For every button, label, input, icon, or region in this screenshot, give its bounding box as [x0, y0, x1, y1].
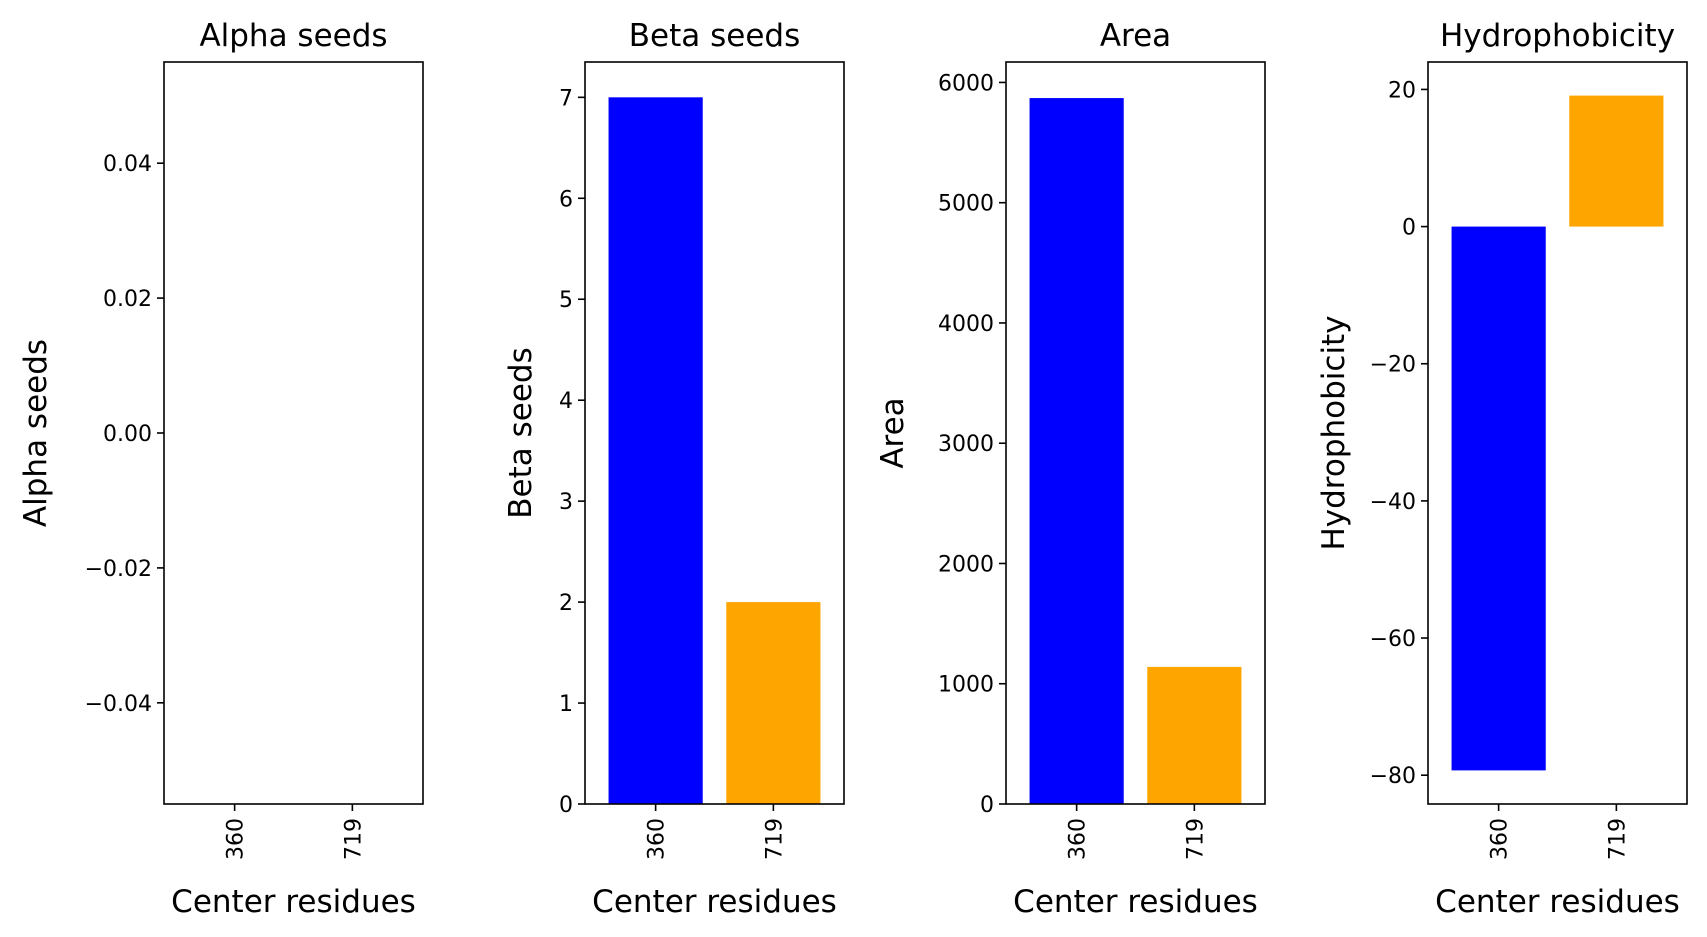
y-tick-label: 2 [559, 591, 573, 616]
x-tick-label: 360 [224, 818, 249, 860]
axes-frame [1005, 61, 1266, 805]
y-tick-label: 2000 [938, 552, 994, 577]
y-tick-label: −40 [1370, 490, 1416, 515]
bar-360 [608, 97, 703, 804]
y-tick-label: 3 [559, 490, 573, 515]
y-axis-label: Beta seeds [503, 347, 539, 518]
y-tick-label: 0 [980, 793, 994, 818]
y-tick-label: −0.02 [85, 557, 152, 582]
x-tick-label: 719 [762, 818, 787, 860]
bar-719 [1569, 95, 1664, 227]
y-tick-label: 4 [559, 389, 573, 414]
bar-719 [726, 602, 821, 804]
axes-frame [163, 61, 424, 805]
axes-frame [584, 61, 845, 805]
subplot-title: Area [1100, 18, 1171, 54]
axes-frame [1427, 61, 1688, 805]
bar-719 [1147, 666, 1242, 804]
y-tick-label: 0 [559, 793, 573, 818]
y-tick-label: 4000 [938, 312, 994, 337]
y-tick-label: 5000 [938, 192, 994, 217]
x-axis-label: Center residues [592, 884, 837, 920]
y-tick-label: 3000 [938, 432, 994, 457]
subplot-4: −80 −60 −40 −20 0 20 360 719 Hydrophobicity Cente… [1316, 18, 1688, 920]
y-tick-label: −0.04 [85, 692, 152, 717]
x-tick-label: 719 [341, 818, 366, 860]
subplot-1: −0.04 −0.02 0.00 0.02 0.04 360 719 Alpha seeds C… [18, 18, 424, 920]
subplot-title: Beta seeds [629, 18, 800, 54]
subplot-title: Hydrophobicity [1440, 18, 1675, 54]
x-tick-label: 360 [645, 818, 670, 860]
y-tick-label: 6000 [938, 71, 994, 96]
y-tick-label: 20 [1388, 78, 1416, 103]
subplot-2: 0 1 2 3 4 5 6 7 360 719 Beta seeds Center residues B… [503, 18, 845, 920]
x-tick-label: 719 [1183, 818, 1208, 860]
x-axis-label: Center residues [171, 884, 416, 920]
y-tick-label: 1 [559, 692, 573, 717]
y-tick-label: 0.00 [103, 422, 152, 447]
subplot-3: 0 1000 2000 3000 4000 5000 6000 360 719 Area Cente… [875, 18, 1266, 920]
y-tick-label: −20 [1370, 353, 1416, 378]
y-tick-label: −80 [1370, 764, 1416, 789]
y-axis-label: Alpha seeds [18, 339, 54, 527]
x-axis-label: Center residues [1013, 884, 1258, 920]
y-axis-label: Area [875, 397, 911, 468]
y-tick-label: 5 [559, 288, 573, 313]
y-axis-label: Hydrophobicity [1316, 315, 1352, 550]
x-tick-label: 360 [1488, 818, 1513, 860]
y-tick-label: 7 [559, 86, 573, 111]
y-tick-label: 0 [1402, 216, 1416, 241]
y-tick-label: 0.02 [103, 287, 152, 312]
y-tick-label: 6 [559, 187, 573, 212]
subplot-title: Alpha seeds [199, 18, 387, 54]
bar-360 [1451, 226, 1546, 771]
y-tick-label: −60 [1370, 627, 1416, 652]
x-tick-label: 360 [1066, 818, 1091, 860]
y-tick-label: 0.04 [103, 152, 152, 177]
x-tick-label: 719 [1605, 818, 1630, 860]
x-axis-label: Center residues [1435, 884, 1680, 920]
y-tick-label: 1000 [938, 673, 994, 698]
bar-360 [1029, 98, 1124, 804]
